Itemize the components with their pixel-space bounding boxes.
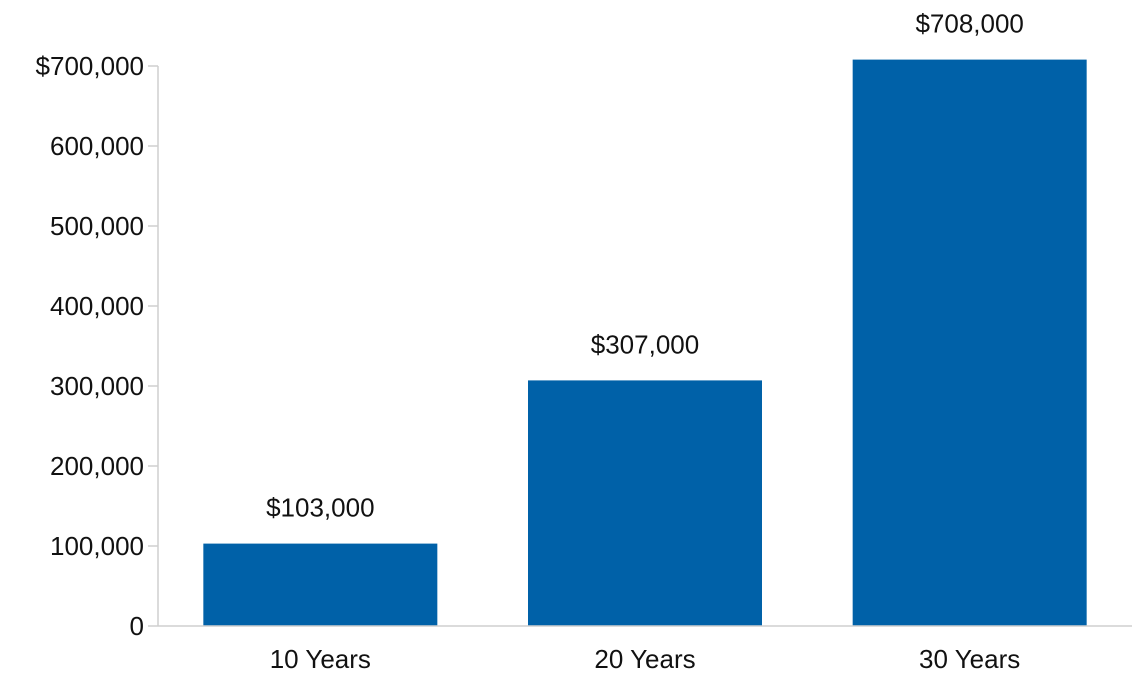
data-label: $103,000 xyxy=(266,493,374,523)
y-tick-label: $700,000 xyxy=(36,51,144,81)
y-tick-label: 0 xyxy=(130,611,144,641)
data-label: $708,000 xyxy=(915,9,1023,39)
bar xyxy=(528,380,762,626)
y-tick-label: 300,000 xyxy=(50,371,144,401)
bars xyxy=(203,59,1087,627)
data-labels: $103,000 $307,000 $708,000 xyxy=(266,9,1024,523)
x-axis: 10 Years 20 Years 30 Years xyxy=(158,625,1132,674)
x-tick-label: 30 Years xyxy=(919,644,1020,674)
x-tick-label: 20 Years xyxy=(594,644,695,674)
bar xyxy=(203,543,438,626)
bar xyxy=(852,59,1087,627)
x-tick-label: 10 Years xyxy=(270,644,371,674)
y-tick-label: 600,000 xyxy=(50,131,144,161)
y-axis: 0 100,000 200,000 300,000 400,000 500,000 600,… xyxy=(36,51,159,641)
y-tick-label: 200,000 xyxy=(50,451,144,481)
data-label: $307,000 xyxy=(591,329,699,359)
y-tick-label: 100,000 xyxy=(50,531,144,561)
y-tick-label: 400,000 xyxy=(50,291,144,321)
y-tick-label: 500,000 xyxy=(50,211,144,241)
